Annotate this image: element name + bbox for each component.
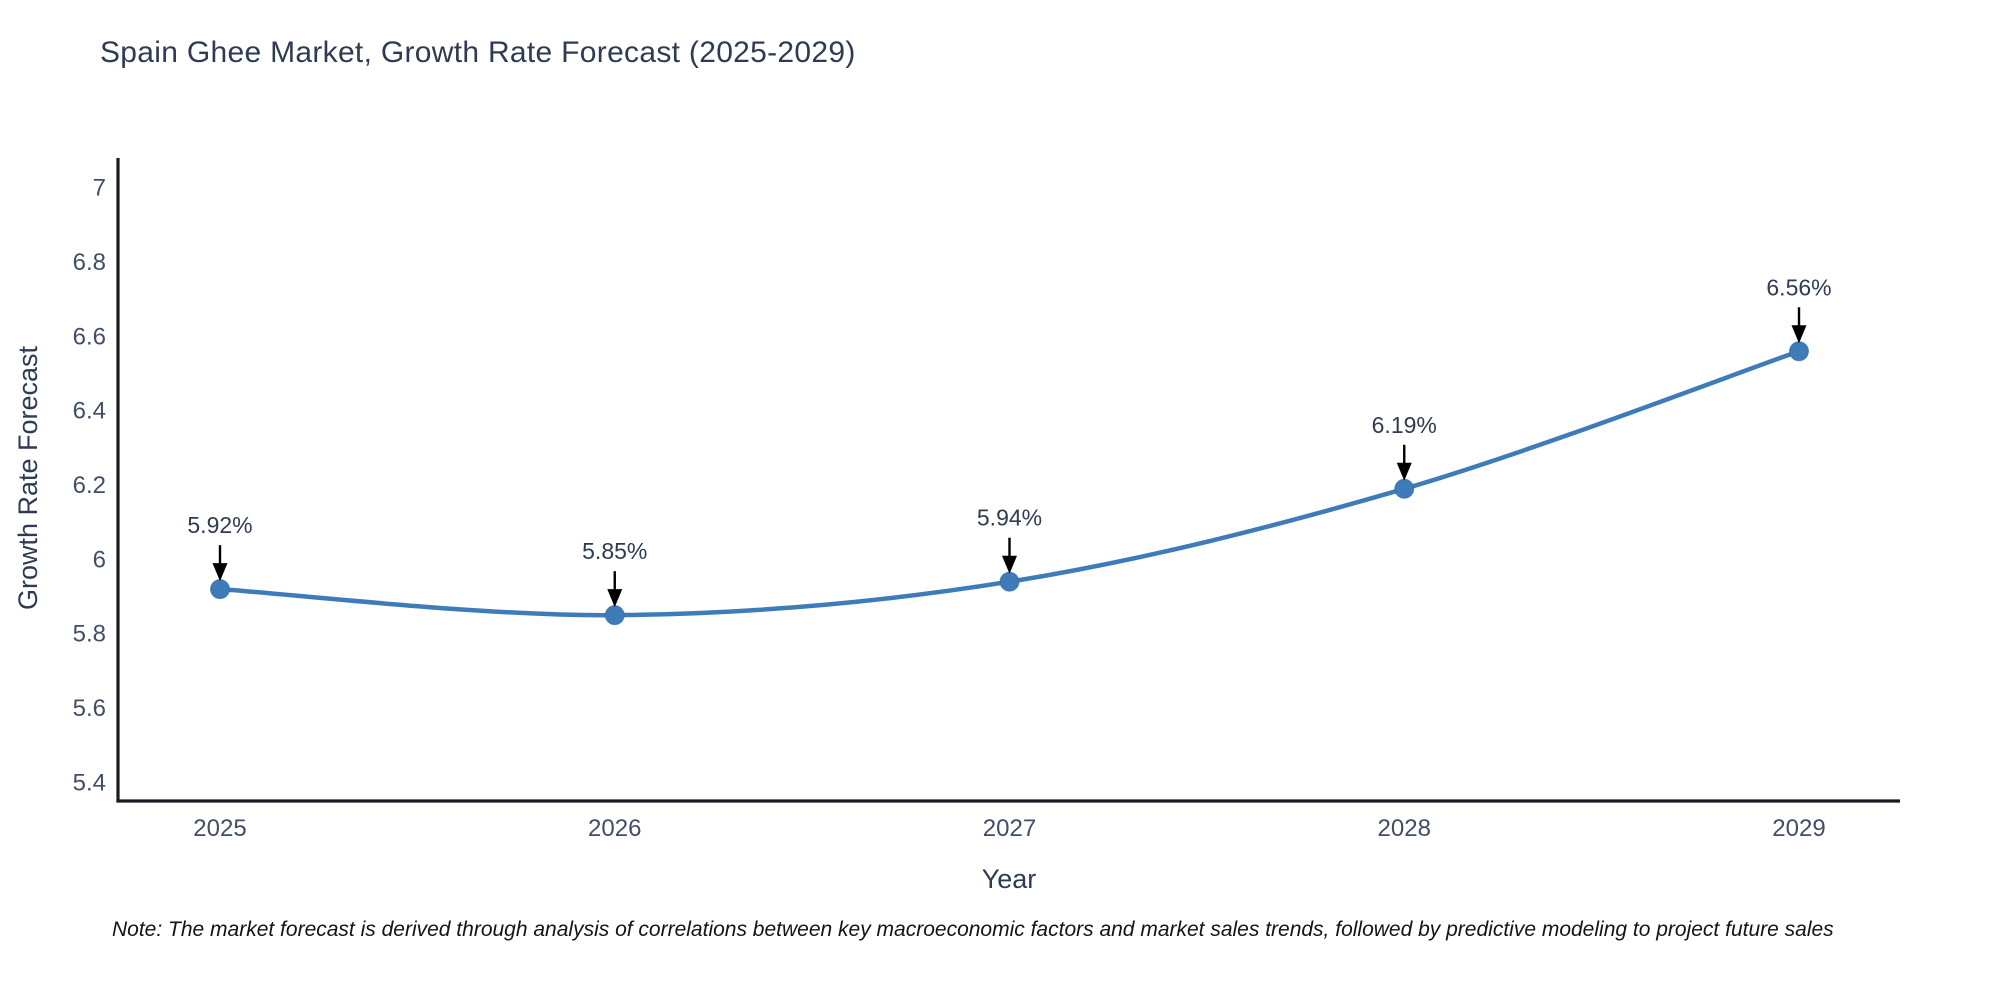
chart-title: Spain Ghee Market, Growth Rate Forecast … (100, 36, 856, 69)
y-tick-label: 6.4 (73, 398, 106, 425)
y-tick-label: 6.2 (73, 472, 106, 499)
data-point-marker[interactable] (210, 579, 230, 600)
data-point-label: 5.85% (582, 538, 647, 564)
y-axis-title: Growth Rate Forecast (13, 345, 43, 610)
footnote: Note: The market forecast is derived thr… (112, 918, 1834, 941)
data-point-label: 5.92% (187, 512, 252, 538)
y-tick-label: 5.6 (73, 695, 106, 722)
x-tick-label: 2028 (1378, 815, 1431, 842)
x-tick-label: 2027 (983, 815, 1036, 842)
data-point-label: 5.94% (977, 505, 1042, 531)
annotation-arrowhead (1002, 555, 1017, 574)
y-tick-label: 5.4 (73, 769, 106, 796)
data-point-marker[interactable] (999, 571, 1020, 592)
annotation-arrowhead (1791, 325, 1807, 344)
data-point-marker[interactable] (604, 605, 625, 626)
x-axis-title: Year (982, 864, 1037, 894)
annotation-arrowhead (607, 589, 623, 608)
data-point-marker[interactable] (1394, 478, 1415, 499)
y-tick-label: 6.6 (73, 323, 106, 350)
y-tick-label: 6 (93, 546, 106, 573)
annotation-arrowhead (212, 563, 228, 582)
data-point-label: 6.19% (1372, 412, 1437, 438)
x-tick-label: 2026 (588, 815, 641, 842)
data-point-marker[interactable] (1789, 341, 1809, 362)
y-tick-label: 5.8 (73, 621, 106, 648)
data-point-label: 6.56% (1766, 274, 1831, 300)
x-tick-label: 2025 (193, 815, 246, 842)
y-tick-label: 6.8 (73, 249, 106, 276)
y-tick-label: 7 (93, 175, 106, 202)
x-tick-label: 2029 (1772, 815, 1825, 842)
annotation-arrowhead (1396, 462, 1412, 481)
